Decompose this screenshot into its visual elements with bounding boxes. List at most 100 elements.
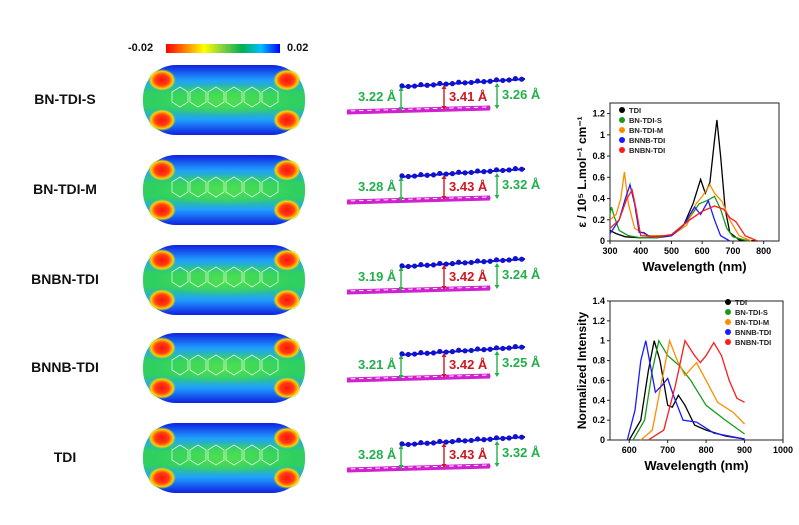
atom <box>418 440 424 446</box>
atom <box>404 288 409 293</box>
left-distance-label: 3.22 Å <box>358 89 397 104</box>
atom <box>506 257 512 263</box>
left-distance-label: 3.28 Å <box>358 179 397 194</box>
atom <box>462 348 468 354</box>
atom <box>346 109 352 115</box>
atom <box>469 464 475 469</box>
right-distance-arrow <box>494 263 500 289</box>
right-distance-arrow <box>494 173 500 199</box>
atom <box>449 171 455 177</box>
atom <box>412 287 417 293</box>
atom <box>487 168 493 174</box>
atom <box>420 375 425 381</box>
atom <box>519 166 525 172</box>
atom <box>500 345 506 352</box>
atom <box>430 262 437 268</box>
atom <box>428 465 434 470</box>
colorbar-max-label: 0.02 <box>287 42 309 54</box>
atom <box>379 376 384 382</box>
atom <box>475 346 481 352</box>
atom <box>346 289 352 295</box>
atom <box>456 79 462 85</box>
atom <box>478 374 483 379</box>
atom <box>412 83 418 89</box>
atom <box>500 167 506 174</box>
legend-marker <box>725 299 731 305</box>
atom <box>420 197 425 203</box>
atom <box>486 285 491 291</box>
legend-label: BN-TDI-S <box>629 116 662 125</box>
atom <box>481 169 487 175</box>
molecule-label: TDI <box>53 449 77 465</box>
y-tick-label: 0.4 <box>592 395 605 405</box>
atom <box>424 262 430 268</box>
molecule-label: BNBN-TDI <box>31 271 99 287</box>
atom <box>405 441 411 448</box>
atom <box>424 82 430 88</box>
y-tick-label: 1 <box>600 336 605 346</box>
atom <box>478 106 483 111</box>
legend-marker <box>619 137 625 143</box>
right-distance-label: 3.25 Å <box>502 355 541 370</box>
atom <box>469 374 475 379</box>
atom <box>456 347 462 353</box>
atom <box>443 171 449 177</box>
atom <box>486 463 491 469</box>
y-tick-label: 0.6 <box>592 375 605 385</box>
atom <box>493 257 500 263</box>
atom <box>437 107 442 112</box>
right-distance-arrow <box>494 83 500 109</box>
atom <box>500 257 506 264</box>
atom <box>420 287 425 293</box>
legend-label: BNNB-TDI <box>629 136 665 145</box>
y-tick-label: 1.2 <box>592 109 605 119</box>
atom <box>500 77 506 84</box>
x-tick-label: 600 <box>622 445 637 455</box>
atom <box>453 464 458 470</box>
atom <box>493 435 500 441</box>
plot-frame <box>609 300 784 441</box>
legend-label: BN-TDI-M <box>735 318 769 327</box>
x-tick-label: 500 <box>664 246 679 256</box>
atom <box>461 106 466 111</box>
atom <box>461 196 466 201</box>
molecule-label: BN-TDI-M <box>33 181 97 197</box>
atom <box>396 466 401 471</box>
y-tick-label: 0.8 <box>592 151 605 161</box>
atom <box>437 465 442 470</box>
x-tick-label: 400 <box>633 246 648 256</box>
legend-marker <box>725 329 731 335</box>
atom <box>405 351 411 358</box>
atom <box>468 347 474 354</box>
legend-label: TDI <box>735 298 747 307</box>
atom <box>371 467 376 472</box>
legend-label: BN-TDI-S <box>735 308 768 317</box>
atom <box>404 198 409 203</box>
atom <box>453 196 458 202</box>
esp-surface-map <box>143 423 305 493</box>
esp-surface-map <box>143 155 305 225</box>
center-distance-arrow <box>441 175 447 200</box>
atom <box>363 199 368 204</box>
left-distance-label: 3.19 Å <box>358 269 397 284</box>
atom <box>456 259 462 265</box>
atom <box>445 464 450 470</box>
atom <box>399 173 405 179</box>
atom <box>461 464 466 469</box>
atom <box>430 82 437 88</box>
legend-marker <box>619 147 625 153</box>
y-axis-label: ε / 10⁵ L.mol⁻¹ cm⁻¹ <box>575 116 589 227</box>
left-distance-arrow <box>398 355 404 379</box>
atom <box>379 466 384 472</box>
molecule-label: BNNB-TDI <box>31 359 99 375</box>
atom <box>486 195 491 201</box>
atom <box>412 173 418 179</box>
left-distance-label: 3.28 Å <box>358 447 397 462</box>
atom <box>519 344 525 350</box>
atom <box>468 169 474 176</box>
center-distance-arrow <box>441 85 447 110</box>
y-axis-label: Normalized Intensity <box>575 311 589 429</box>
atom <box>475 168 481 174</box>
atom <box>412 107 417 113</box>
